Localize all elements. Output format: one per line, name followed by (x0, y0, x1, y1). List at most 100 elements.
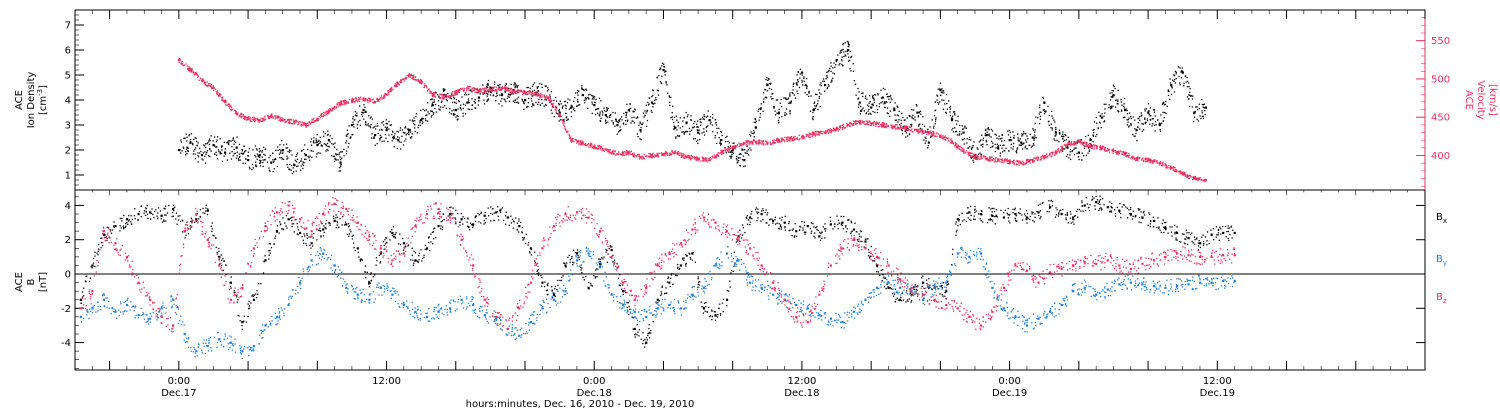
velocity-series-dot (995, 157, 996, 158)
velocity-series-dot (658, 155, 659, 156)
velocity-series-dot (891, 127, 892, 128)
density-series-dot (800, 69, 801, 70)
density-series-dot (289, 151, 290, 152)
velocity-series-dot (964, 153, 965, 154)
density-series-dot (534, 82, 535, 83)
velocity-series-dot (432, 95, 433, 96)
density-series-dot (853, 71, 854, 72)
density-series-dot (495, 100, 496, 101)
velocity-series-dot (843, 126, 844, 127)
velocity-series-dot (836, 127, 837, 128)
density-series-dot (526, 107, 527, 108)
density-series-dot (366, 112, 367, 113)
velocity-series-dot (319, 116, 320, 117)
density-series-dot (729, 142, 730, 143)
velocity-series-dot (619, 153, 620, 154)
velocity-series-dot (185, 63, 186, 64)
velocity-series-dot (895, 124, 896, 125)
density-series-dot (799, 87, 800, 88)
density-series-point (1205, 107, 1207, 109)
density-series-dot (1010, 140, 1011, 141)
density-series-dot (433, 112, 434, 113)
density-series-dot (786, 113, 787, 114)
density-series-dot (595, 99, 596, 100)
density-series-dot (604, 110, 605, 111)
velocity-series-dot (677, 154, 678, 155)
density-series-dot (233, 155, 234, 156)
density-series-dot (578, 91, 579, 92)
density-series-dot (190, 139, 191, 140)
density-series-dot (234, 140, 235, 141)
density-series-dot (353, 124, 354, 125)
velocity-series-dot (987, 158, 988, 159)
density-series-dot (682, 126, 683, 127)
density-series-dot (770, 83, 771, 84)
density-series-dot (434, 108, 435, 109)
density-series-dot (282, 152, 283, 153)
velocity-series-dot (359, 101, 360, 102)
density-series-dot (895, 120, 896, 121)
density-series-dot (1150, 119, 1151, 120)
density-series-dot (827, 87, 828, 88)
density-series-dot (547, 90, 548, 91)
density-series-dot (513, 101, 514, 102)
velocity-series-dot (286, 121, 287, 122)
density-series-dot (890, 98, 891, 99)
density-series-dot (720, 144, 721, 145)
density-series-dot (602, 114, 603, 115)
density-series-dot (839, 63, 840, 64)
density-series-dot (1175, 71, 1176, 72)
density-series-dot (430, 110, 431, 111)
density-series-dot (229, 140, 230, 141)
velocity-series-dot (308, 121, 309, 122)
velocity-series-dot (213, 90, 214, 91)
density-series-dot (674, 117, 675, 118)
density-series-dot (643, 116, 644, 117)
density-series-dot (366, 124, 367, 125)
density-series-dot (957, 116, 958, 117)
density-series-dot (547, 87, 548, 88)
velocity-series-dot (388, 92, 389, 93)
velocity-series-dot (875, 122, 876, 123)
velocity-series-dot (387, 91, 388, 92)
velocity-series-dot (990, 160, 991, 161)
velocity-series-dot (202, 78, 203, 79)
density-series-dot (579, 104, 580, 105)
density-series-dot (355, 111, 356, 112)
density-series-dot (1127, 110, 1128, 111)
density-series-dot (569, 99, 570, 100)
density-series-dot (651, 112, 652, 113)
velocity-series-dot (452, 95, 453, 96)
density-series-dot (1199, 115, 1200, 116)
velocity-series-dot (976, 159, 977, 160)
density-series-dot (1147, 118, 1148, 119)
velocity-series-dot (715, 156, 716, 157)
density-series-dot (654, 103, 655, 104)
density-series-dot (880, 90, 881, 91)
density-series-dot (737, 162, 738, 163)
density-series-dot (722, 135, 723, 136)
density-series-dot (778, 113, 779, 114)
velocity-series-dot (779, 141, 780, 142)
velocity-series-dot (831, 131, 832, 132)
velocity-series-dot (860, 120, 861, 121)
velocity-series-dot (434, 93, 435, 94)
density-series-dot (1143, 124, 1144, 125)
velocity-series-dot (614, 151, 615, 152)
density-series-dot (1012, 131, 1013, 132)
density-series-dot (1172, 80, 1173, 81)
density-series-dot (935, 123, 936, 124)
velocity-series-dot (264, 116, 265, 117)
density-series-dot (453, 97, 454, 98)
velocity-series-dot (608, 151, 609, 152)
density-series-dot (257, 159, 258, 160)
density-series-dot (1121, 110, 1122, 111)
density-series-dot (724, 147, 725, 148)
density-series-dot (216, 140, 217, 141)
density-series-dot (902, 117, 903, 118)
density-series-dot (673, 122, 674, 123)
velocity-ytick-label: 550 (1431, 36, 1450, 47)
velocity-series-dot (966, 150, 967, 151)
density-series-dot (523, 109, 524, 110)
velocity-series-dot (868, 124, 869, 125)
